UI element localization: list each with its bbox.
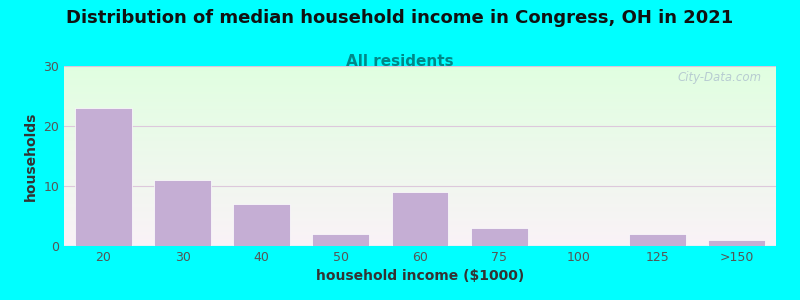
Bar bbox=[470, 228, 527, 246]
Text: Distribution of median household income in Congress, OH in 2021: Distribution of median household income … bbox=[66, 9, 734, 27]
Bar bbox=[629, 234, 686, 246]
Bar bbox=[75, 108, 132, 246]
Bar bbox=[313, 234, 370, 246]
Bar bbox=[391, 192, 449, 246]
X-axis label: household income ($1000): household income ($1000) bbox=[316, 269, 524, 284]
Y-axis label: households: households bbox=[24, 111, 38, 201]
Bar bbox=[154, 180, 211, 246]
Bar bbox=[708, 240, 765, 246]
Bar bbox=[234, 204, 290, 246]
Text: City-Data.com: City-Data.com bbox=[678, 71, 762, 84]
Text: All residents: All residents bbox=[346, 54, 454, 69]
